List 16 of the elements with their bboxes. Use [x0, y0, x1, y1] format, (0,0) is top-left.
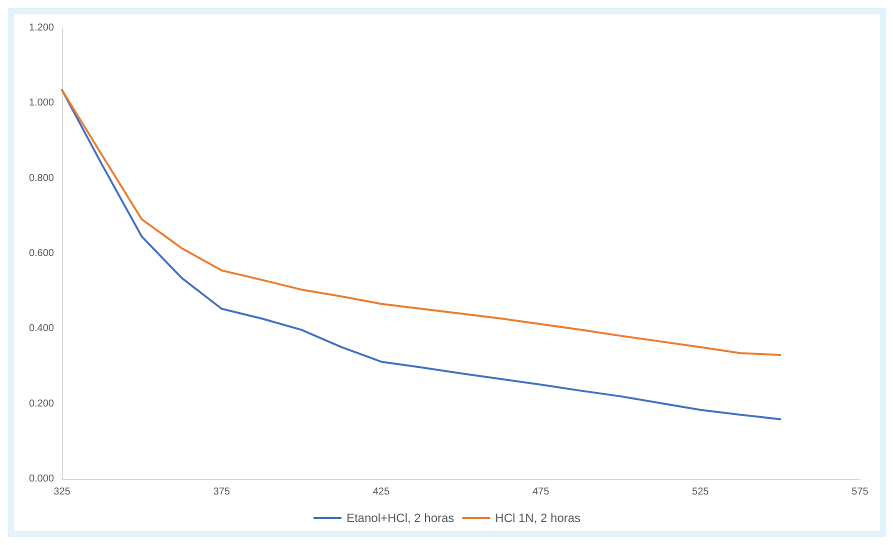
x-tick-label: 575	[852, 486, 869, 498]
y-tick-label: 1.000	[28, 98, 54, 109]
y-tick-label: 0.600	[28, 248, 54, 259]
y-tick-label: 1.200	[28, 22, 54, 34]
y-tick-label: 0.400	[28, 323, 54, 334]
x-tick-label: 375	[213, 486, 230, 498]
x-tick-label: 425	[372, 486, 390, 498]
y-tick-label: 0.000	[28, 474, 54, 484]
y-tick-label: 0.800	[28, 172, 54, 184]
x-tick-label: 325	[54, 486, 71, 498]
y-tick-label: 0.200	[28, 398, 54, 410]
x-tick-label: 525	[692, 486, 710, 498]
x-tick-label: 475	[532, 486, 550, 498]
line-series	[61, 89, 782, 356]
legend-label: Etanol+HCl, 2 horas	[346, 511, 454, 525]
legend-label: HCl 1N, 2 horas	[495, 511, 581, 525]
